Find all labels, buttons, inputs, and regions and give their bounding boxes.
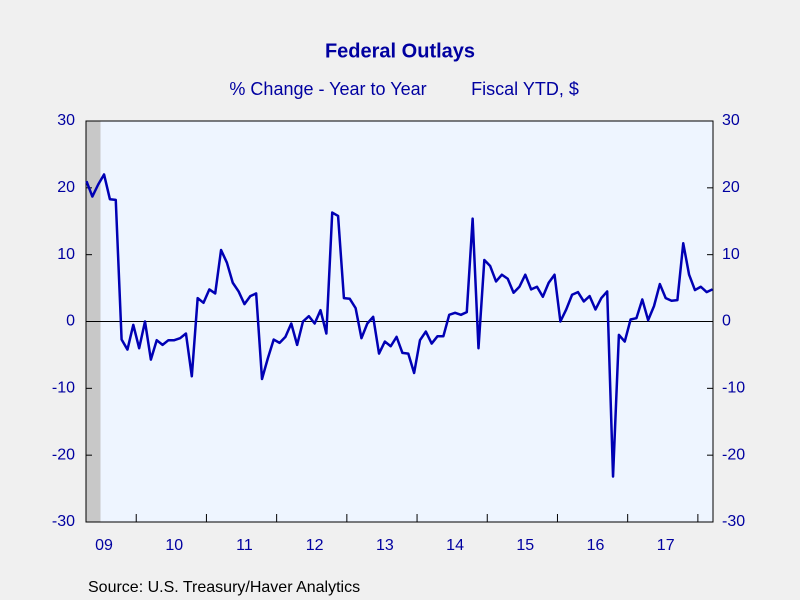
y2-tick-label: 20 bbox=[722, 179, 740, 196]
y-tick-label: 30 bbox=[57, 112, 75, 129]
x-tick-label: 15 bbox=[516, 537, 534, 554]
legend-label: Fiscal YTD, $ bbox=[471, 79, 579, 99]
y-tick-label: 0 bbox=[66, 313, 75, 330]
y2-tick-label: -10 bbox=[722, 380, 745, 397]
y2-tick-label: -30 bbox=[722, 513, 745, 530]
y2-tick-label: 0 bbox=[722, 313, 731, 330]
chart-title: Federal Outlays bbox=[325, 40, 475, 62]
x-tick-label: 09 bbox=[95, 537, 113, 554]
y-tick-label: -10 bbox=[52, 380, 75, 397]
y-tick-label: -30 bbox=[52, 513, 75, 530]
x-tick-label: 14 bbox=[446, 537, 464, 554]
x-tick-label: 16 bbox=[587, 537, 605, 554]
source-note: Source: U.S. Treasury/Haver Analytics bbox=[88, 579, 360, 596]
x-tick-label: 12 bbox=[306, 537, 324, 554]
y-tick-label: -20 bbox=[52, 446, 75, 463]
x-tick-label: 13 bbox=[376, 537, 394, 554]
y-tick-label: 20 bbox=[57, 179, 75, 196]
y2-tick-label: -20 bbox=[722, 446, 745, 463]
chart-subtitle: % Change - Year to Year bbox=[229, 79, 426, 99]
y-tick-label: 10 bbox=[57, 246, 75, 263]
y2-tick-label: 30 bbox=[722, 112, 740, 129]
x-tick-label: 10 bbox=[165, 537, 183, 554]
y2-tick-label: 10 bbox=[722, 246, 740, 263]
x-tick-label: 11 bbox=[236, 537, 253, 554]
data-line bbox=[85, 173, 714, 478]
x-tick-label: 17 bbox=[657, 537, 675, 554]
